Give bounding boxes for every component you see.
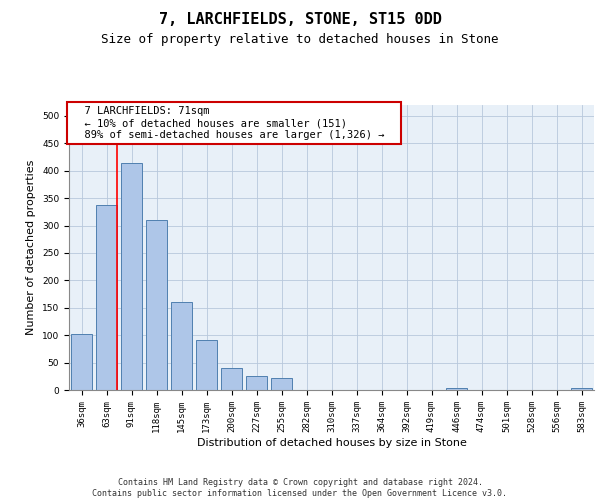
X-axis label: Distribution of detached houses by size in Stone: Distribution of detached houses by size …	[197, 438, 466, 448]
Text: 7, LARCHFIELDS, STONE, ST15 0DD: 7, LARCHFIELDS, STONE, ST15 0DD	[158, 12, 442, 28]
Bar	[121, 162, 142, 390]
Y-axis label: Number of detached properties: Number of detached properties	[26, 160, 37, 335]
Text: Contains HM Land Registry data © Crown copyright and database right 2024.
Contai: Contains HM Land Registry data © Crown c…	[92, 478, 508, 498]
Bar	[146, 220, 167, 390]
Bar	[96, 205, 117, 390]
Bar	[221, 368, 242, 390]
Bar	[71, 334, 92, 390]
Bar	[246, 376, 267, 390]
Bar	[446, 388, 467, 390]
Bar	[571, 388, 592, 390]
Bar	[196, 340, 217, 390]
Text: Size of property relative to detached houses in Stone: Size of property relative to detached ho…	[101, 32, 499, 46]
Text: 7 LARCHFIELDS: 71sqm  
  ← 10% of detached houses are smaller (151)  
  89% of s: 7 LARCHFIELDS: 71sqm ← 10% of detached h…	[71, 106, 397, 140]
Bar	[271, 378, 292, 390]
Bar	[171, 302, 192, 390]
